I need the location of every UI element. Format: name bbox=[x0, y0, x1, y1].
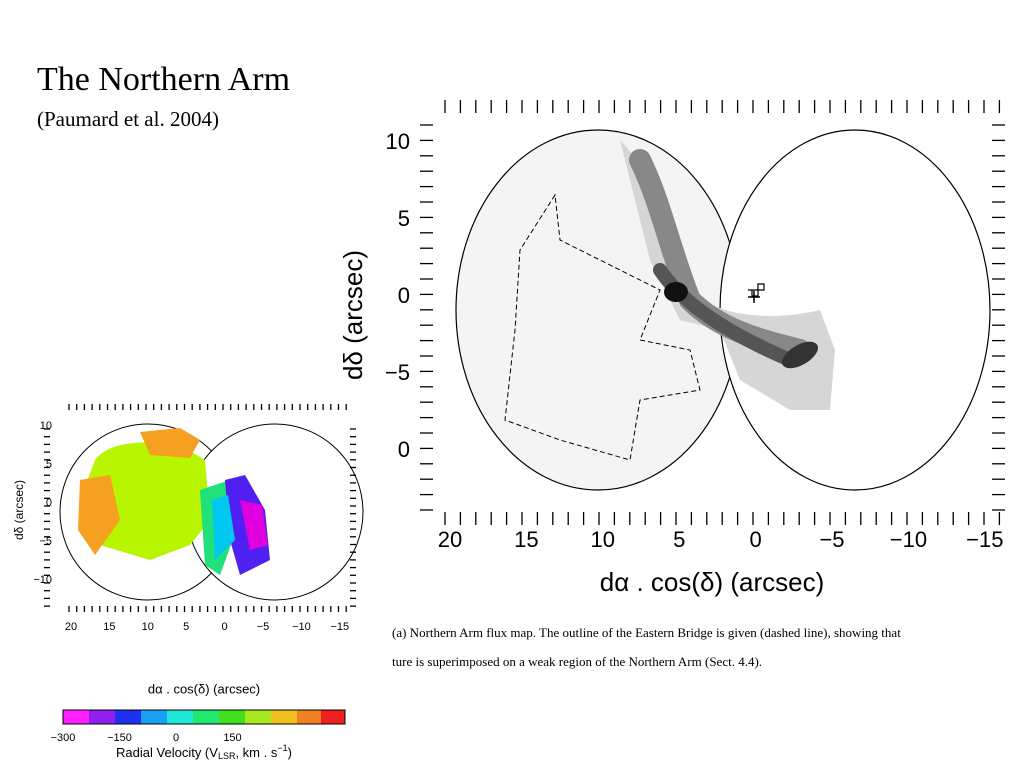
flux-y-label: dδ (arcsec) bbox=[338, 250, 368, 380]
label-part: , km . s bbox=[235, 745, 277, 760]
x-tick-label: 20 bbox=[438, 527, 462, 552]
x-tick-label: 15 bbox=[514, 527, 538, 552]
y-tick-label: −5 bbox=[385, 360, 410, 385]
x-tick-label: 15 bbox=[103, 621, 115, 633]
velocity-map-frame bbox=[44, 404, 356, 612]
caption-line: ture is superimposed on a weak region of… bbox=[392, 654, 762, 669]
y-tick-label: −10 bbox=[33, 574, 52, 586]
x-tick-label: 20 bbox=[65, 621, 77, 633]
y-tick-label: 0 bbox=[398, 437, 410, 462]
y-tick-label: 5 bbox=[46, 458, 52, 470]
velocity-y-label: dδ (arcsec) bbox=[12, 480, 26, 540]
x-tick-label: 5 bbox=[183, 621, 189, 633]
x-tick-label: −15 bbox=[966, 527, 1003, 552]
y-tick-label: 10 bbox=[40, 420, 52, 432]
flux-map-frame bbox=[420, 100, 1005, 525]
y-tick-label: 10 bbox=[386, 129, 410, 154]
x-tick-label: 0 bbox=[222, 621, 228, 633]
label-superscript: −1 bbox=[277, 743, 287, 753]
label-part: ) bbox=[288, 745, 292, 760]
slide-subtitle: (Paumard et al. 2004) bbox=[37, 107, 219, 131]
x-tick-label: 0 bbox=[749, 527, 761, 552]
flux-map-image bbox=[455, 129, 991, 491]
x-tick-label: −15 bbox=[330, 621, 349, 633]
x-tick-label: −5 bbox=[819, 527, 844, 552]
x-tick-label: 10 bbox=[591, 527, 615, 552]
y-tick-label: 0 bbox=[46, 497, 52, 509]
x-tick-label: 10 bbox=[142, 621, 154, 633]
velocity-map-image bbox=[59, 423, 364, 601]
x-tick-label: −10 bbox=[890, 527, 927, 552]
x-tick-label: −5 bbox=[257, 621, 270, 633]
label-subscript: LSR bbox=[218, 751, 236, 761]
colorbar-tick-label: −300 bbox=[51, 732, 76, 744]
flux-x-label: dα . cos(δ) (arcsec) bbox=[600, 567, 825, 597]
velocity-x-label: dα . cos(δ) (arcsec) bbox=[148, 681, 260, 696]
label-part: Radial Velocity (V bbox=[116, 745, 218, 760]
x-tick-label: 5 bbox=[673, 527, 685, 552]
colorbar-tick-label: −150 bbox=[107, 732, 132, 744]
y-tick-label: 0 bbox=[398, 283, 410, 308]
colorbar-tick-label: 0 bbox=[173, 732, 179, 744]
slide-title: The Northern Arm bbox=[37, 61, 290, 98]
y-tick-label: −5 bbox=[39, 535, 52, 547]
colorbar bbox=[62, 709, 346, 725]
colorbar-tick-label: 150 bbox=[223, 732, 241, 744]
x-tick-label: −10 bbox=[292, 621, 311, 633]
y-tick-label: 5 bbox=[398, 206, 410, 231]
colorbar-label: Radial Velocity (VLSR, km . s−1) bbox=[116, 743, 292, 761]
caption-line: (a) Northern Arm flux map. The outline o… bbox=[392, 625, 901, 640]
